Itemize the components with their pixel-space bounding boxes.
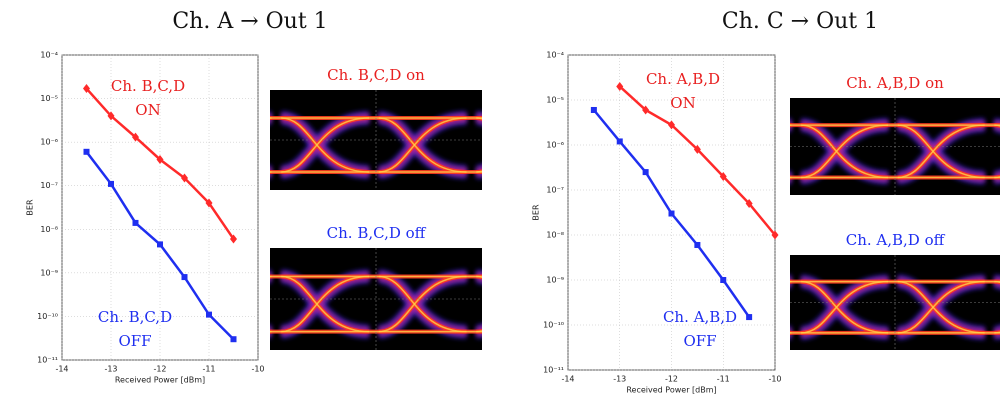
eye-label: Ch. B,C,D off [327, 224, 427, 242]
eye-label: Ch. B,C,D on [327, 66, 425, 84]
x-tick-label: -10 [768, 375, 781, 384]
marker [157, 241, 163, 247]
y-tick-label: 10⁻⁶ [546, 141, 564, 150]
x-tick-label: -12 [665, 375, 678, 384]
annotation: Ch. A,B,D [663, 308, 737, 326]
annotation: OFF [118, 332, 151, 350]
annotation: Ch. B,C,D [111, 77, 185, 95]
eye-label: Ch. A,B,D off [846, 231, 946, 249]
eye-label: Ch. A,B,D on [846, 74, 944, 92]
chart: Ch. A → Out 1 10⁻¹¹ 10⁻¹⁰ 10⁻⁹ 10⁻⁸ 10⁻⁷ 10⁻⁶ 1… [26, 9, 565, 385]
y-tick-label: 10⁻⁹ [546, 276, 564, 285]
marker [231, 336, 237, 342]
marker [669, 211, 675, 217]
x-tick-label: -13 [104, 365, 117, 374]
marker [182, 274, 188, 280]
x-tick-label: -11 [202, 365, 215, 374]
x-tick-label: -11 [717, 375, 730, 384]
marker [617, 138, 623, 144]
figure: Ch. A → Out 1 10⁻¹¹ 10⁻¹⁰ 10⁻⁹ 10⁻⁸ 10⁻⁷ 10⁻⁶ 1… [0, 0, 1000, 403]
y-tick-label: 10⁻¹⁰ [543, 321, 564, 330]
y-tick-label: 10⁻¹¹ [37, 356, 58, 365]
marker [206, 312, 212, 318]
x-tick-label: -13 [613, 375, 626, 384]
y-tick-label: 10⁻⁹ [40, 268, 58, 277]
page: Ch. A → Out 1 10⁻¹¹ 10⁻¹⁰ 10⁻⁹ 10⁻⁸ 10⁻⁷ 10⁻⁶ 1… [0, 0, 1000, 403]
y-tick-label: 10⁻⁵ [40, 94, 58, 103]
x-tick-label: -14 [55, 365, 68, 374]
y-tick-label: 10⁻⁴ [40, 51, 58, 60]
chart-title: Ch. C → Out 1 [722, 9, 878, 34]
y-axis-label: BER [26, 199, 35, 216]
annotation: Ch. A,B,D [646, 70, 720, 88]
y-tick-label: 10⁻⁴ [546, 51, 564, 60]
y-tick-label: 10⁻¹¹ [543, 366, 564, 375]
annotation: ON [135, 101, 160, 119]
x-tick-label: -10 [251, 365, 264, 374]
x-tick-label: -12 [153, 365, 166, 374]
annotation: ON [670, 94, 695, 112]
y-tick-label: 10⁻⁶ [40, 138, 58, 147]
marker [746, 314, 752, 320]
annotation: Ch. B,C,D [98, 308, 172, 326]
x-axis-label: Received Power [dBm] [626, 386, 716, 395]
y-tick-label: 10⁻¹⁰ [37, 312, 58, 321]
marker [108, 181, 114, 187]
x-axis-label: Received Power [dBm] [115, 376, 205, 385]
y-axis-label: BER [532, 204, 541, 221]
y-tick-label: 10⁻⁵ [546, 96, 564, 105]
marker [694, 242, 700, 248]
marker [643, 169, 649, 175]
annotation: OFF [683, 332, 716, 350]
chart: Ch. C → Out 1 10⁻¹¹ 10⁻¹⁰ 10⁻⁹ 10⁻⁸ 10⁻⁷ 10⁻⁶ 1… [532, 9, 1000, 395]
marker [84, 149, 90, 155]
marker [720, 277, 726, 283]
y-tick-label: 10⁻⁸ [546, 231, 564, 240]
y-tick-label: 10⁻⁸ [40, 225, 58, 234]
marker [133, 220, 139, 226]
x-tick-label: -14 [561, 375, 574, 384]
y-tick-label: 10⁻⁷ [546, 186, 564, 195]
marker [591, 107, 597, 113]
y-tick-label: 10⁻⁷ [40, 181, 58, 190]
chart-title: Ch. A → Out 1 [172, 9, 327, 34]
